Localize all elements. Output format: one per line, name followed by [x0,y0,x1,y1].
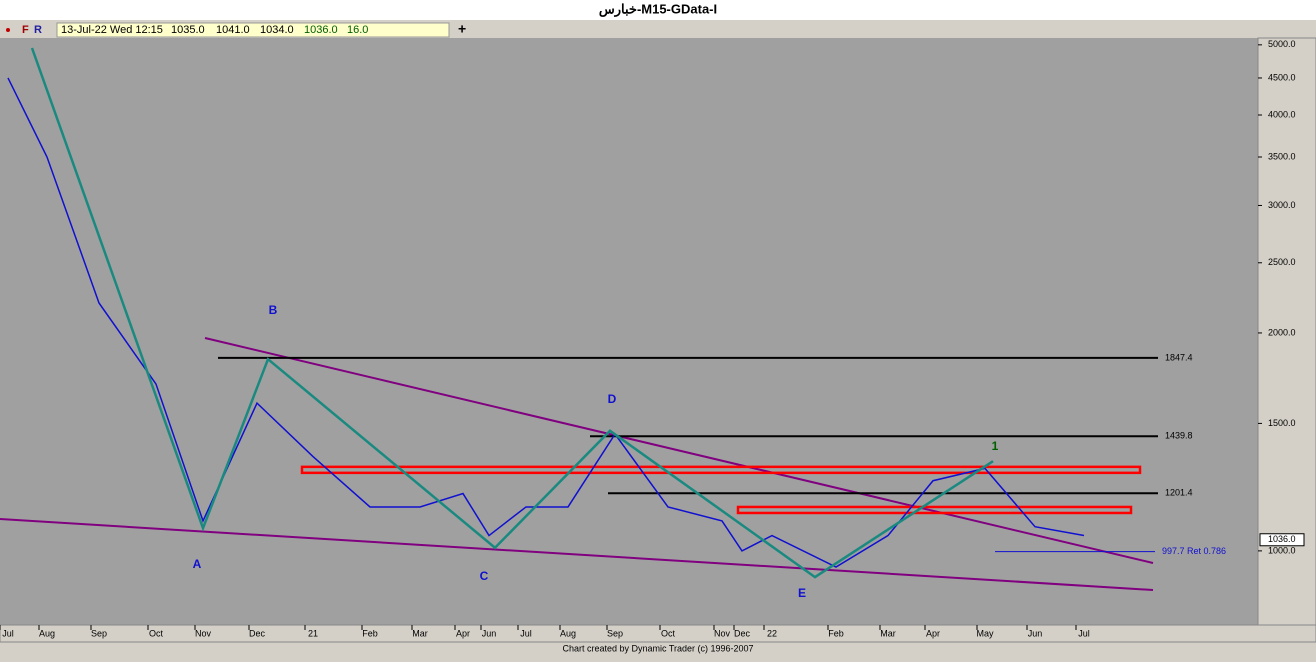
plot-area [0,38,1258,625]
y-tick-label: 3000.0 [1268,200,1296,210]
wave-label: E [798,586,806,600]
x-tick-label: Jul [2,628,14,638]
x-tick-label: Feb [828,628,844,638]
last-price-box [1259,533,1305,547]
y-tick-label: 3500.0 [1268,151,1296,161]
info-high: 1041.0 [216,24,250,36]
y-tick-label: 4500.0 [1268,72,1296,82]
zone [300,465,1142,475]
wave-label: 1 [992,439,999,453]
info-close: 1036.0 [304,24,338,36]
x-tick-label: Nov [195,628,212,638]
x-axis-area [0,624,1316,643]
x-tick-label: Jun [482,628,497,638]
price-line [7,77,1085,568]
wave-label: A [193,557,202,571]
y-tick-label: 2500.0 [1268,257,1296,267]
x-tick-label: 22 [767,628,777,638]
footer: Chart created by Dynamic Trader (c) 1996… [562,643,753,653]
x-tick-label: Apr [926,628,940,638]
x-tick-label: Nov [714,628,731,638]
zone [736,505,1133,515]
x-tick-label: Aug [560,628,576,638]
wave-label: B [269,303,278,317]
y-tick-label: 1500.0 [1268,418,1296,428]
x-tick-label: Aug [39,628,55,638]
wave-line [30,47,994,579]
x-tick-label: Mar [880,628,896,638]
x-tick-label: Oct [149,628,164,638]
window-title: خبارس-M15-GData-I [599,1,717,17]
retracement-label: 997.7 Ret 0.786 [1162,546,1226,556]
f-button[interactable]: F [22,24,29,36]
info-open: 1035.0 [171,24,205,36]
info-date: 13-Jul-22 Wed 12:15 [61,24,163,36]
x-tick-label: May [976,628,994,638]
record-dot [6,28,10,32]
info-volume: 16.0 [347,24,368,36]
r-button[interactable]: R [34,24,42,36]
last-price-label: 1036.0 [1268,534,1296,544]
x-tick-label: Feb [362,628,378,638]
x-tick-label: Mar [412,628,428,638]
x-tick-label: Apr [456,628,470,638]
title-bar [0,0,1316,20]
level-label: 1201.4 [1165,488,1193,498]
info-low: 1034.0 [260,24,294,36]
x-tick-label: Sep [91,628,107,638]
y-tick-label: 2000.0 [1268,327,1296,337]
trendline [0,518,1154,591]
x-tick-label: Sep [607,628,623,638]
wave-label: C [480,569,489,583]
x-tick-label: Dec [734,628,751,638]
wave-label: D [608,392,617,406]
y-tick-label: 4000.0 [1268,109,1296,119]
x-tick-label: Oct [661,628,676,638]
x-tick-label: 21 [308,628,318,638]
x-tick-label: Jun [1028,628,1043,638]
y-tick-label: 1000.0 [1268,545,1296,555]
level-label: 1847.4 [1165,352,1193,362]
y-tick-label: 5000.0 [1268,39,1296,49]
level-label: 1439.8 [1165,431,1193,441]
info-box [56,22,450,38]
add-button[interactable]: + [458,21,466,37]
trendline [204,337,1154,564]
x-tick-label: Jul [520,628,532,638]
x-tick-label: Jul [1078,628,1090,638]
x-tick-label: Dec [249,628,266,638]
